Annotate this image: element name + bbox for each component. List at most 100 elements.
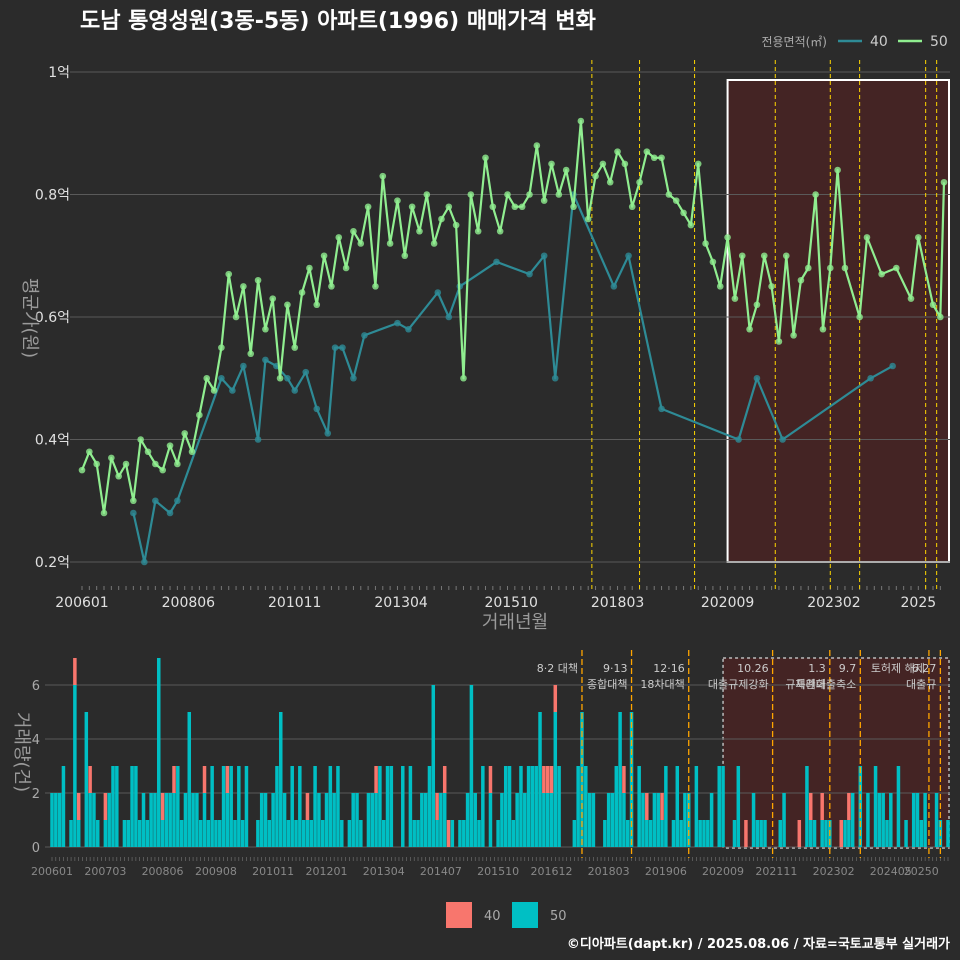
data-point-50 bbox=[93, 460, 100, 468]
volume-bar-50 bbox=[351, 793, 355, 847]
volume-bar-40 bbox=[820, 793, 824, 820]
x-axis-title: 거래년월 bbox=[482, 612, 548, 633]
volume-bar-50 bbox=[450, 820, 455, 847]
volume-bar-50 bbox=[267, 820, 272, 847]
data-point-50 bbox=[188, 448, 196, 456]
volume-bar-50 bbox=[904, 820, 908, 847]
data-point-40 bbox=[551, 374, 559, 382]
volume-bar-50 bbox=[111, 766, 115, 847]
volume-bar-50 bbox=[618, 712, 622, 847]
volume-bar-50 bbox=[370, 793, 375, 847]
data-point-50 bbox=[577, 117, 585, 125]
volume-bar-40 bbox=[446, 820, 451, 847]
data-point-40 bbox=[445, 313, 453, 321]
volume-bar-50 bbox=[442, 793, 447, 847]
data-point-40 bbox=[218, 374, 225, 382]
volume-bar-50 bbox=[671, 820, 676, 847]
volume-bar-50 bbox=[587, 793, 592, 847]
x-tick-label: 200806 bbox=[162, 595, 216, 611]
volume-bar-40 bbox=[645, 793, 649, 820]
volume-bar-50 bbox=[259, 793, 264, 847]
volume-bar-50 bbox=[542, 793, 546, 847]
volume-bar-50 bbox=[488, 793, 493, 847]
volume-bar-50 bbox=[843, 820, 847, 847]
data-point-50 bbox=[694, 160, 702, 168]
volume-bar-50 bbox=[336, 766, 340, 847]
volume-bar-50 bbox=[820, 820, 824, 847]
data-point-50 bbox=[342, 264, 350, 272]
volume-bar-50 bbox=[614, 766, 619, 847]
policy-annotation-label: 10.26 bbox=[737, 662, 769, 675]
volume-bar-40 bbox=[435, 793, 439, 820]
volume-bar-50 bbox=[141, 793, 146, 847]
data-point-50 bbox=[482, 154, 489, 162]
volume-bar-50 bbox=[500, 793, 504, 847]
legend-label-bar-40: 40 bbox=[484, 909, 501, 924]
volume-bar-50 bbox=[686, 793, 691, 847]
volume-bar-50 bbox=[172, 793, 176, 847]
series-line-40 bbox=[132, 193, 894, 564]
data-point-50 bbox=[115, 472, 122, 480]
data-point-40 bbox=[262, 356, 269, 364]
data-point-50 bbox=[445, 203, 453, 211]
volume-bar-50 bbox=[648, 820, 653, 847]
volume-bar-50 bbox=[168, 793, 172, 847]
volume-bar-50 bbox=[545, 793, 550, 847]
volume-bar-50 bbox=[538, 712, 542, 847]
policy-annotation-label: 토허제 해제 bbox=[871, 661, 925, 675]
data-point-50 bbox=[826, 264, 834, 272]
volume-bar-40 bbox=[172, 766, 176, 793]
volume-bar-50 bbox=[290, 766, 294, 847]
volume-bar-50 bbox=[347, 820, 352, 847]
volume-bar-50 bbox=[462, 820, 466, 847]
data-point-50 bbox=[878, 270, 885, 278]
volume-bar-50 bbox=[157, 658, 161, 847]
volume-bar-50 bbox=[431, 685, 436, 847]
volume-bar-50 bbox=[656, 793, 660, 847]
data-point-50 bbox=[672, 197, 680, 204]
volume-bar-50 bbox=[477, 820, 481, 847]
volume-bar-50 bbox=[751, 793, 756, 847]
footer-credit: ©디아파트(dapt.kr) / 2025.08.06 / 자료=국토교통부 실… bbox=[567, 936, 950, 952]
data-point-50 bbox=[658, 154, 665, 162]
volume-bar-50 bbox=[511, 820, 516, 847]
volume-bar-50 bbox=[946, 820, 950, 847]
data-point-50 bbox=[364, 203, 372, 211]
volume-bar-50 bbox=[732, 820, 737, 847]
data-point-50 bbox=[856, 313, 863, 321]
data-point-50 bbox=[467, 191, 475, 198]
data-point-50 bbox=[650, 154, 658, 162]
volume-bar-50 bbox=[233, 820, 237, 847]
highlight-band-volume bbox=[722, 657, 950, 849]
volume-bar-40 bbox=[160, 793, 165, 820]
data-point-50 bbox=[152, 460, 159, 468]
data-point-50 bbox=[709, 258, 717, 266]
volume-bar-50 bbox=[153, 793, 157, 847]
volume-bar-40 bbox=[549, 766, 554, 793]
data-point-50 bbox=[460, 374, 467, 382]
highlight-band bbox=[726, 79, 951, 563]
volume-bar-50 bbox=[877, 793, 882, 847]
volume-bar-50 bbox=[237, 766, 241, 847]
data-point-50 bbox=[738, 252, 746, 260]
volume-bar-50 bbox=[115, 766, 119, 847]
data-point-50 bbox=[533, 142, 541, 149]
volume-bar-50 bbox=[420, 793, 424, 847]
data-point-50 bbox=[863, 234, 871, 241]
data-point-50 bbox=[570, 203, 577, 211]
data-point-50 bbox=[915, 234, 922, 241]
volume-bar-40 bbox=[553, 685, 558, 712]
volume-bar-50 bbox=[385, 766, 390, 847]
volume-x-tick-label: 201612 bbox=[530, 865, 572, 878]
volume-x-tick-label: 201906 bbox=[645, 865, 687, 878]
volume-bar-50 bbox=[366, 793, 371, 847]
volume-bar-50 bbox=[496, 820, 500, 847]
legend-title: 전용면적(㎡) bbox=[761, 35, 827, 49]
data-point-40 bbox=[867, 374, 874, 382]
volume-bar-50 bbox=[50, 793, 54, 847]
volume-bar-40 bbox=[88, 766, 92, 793]
data-point-50 bbox=[335, 234, 343, 241]
volume-bar-50 bbox=[885, 820, 889, 847]
data-point-50 bbox=[804, 264, 812, 272]
volume-bar-50 bbox=[279, 712, 283, 847]
